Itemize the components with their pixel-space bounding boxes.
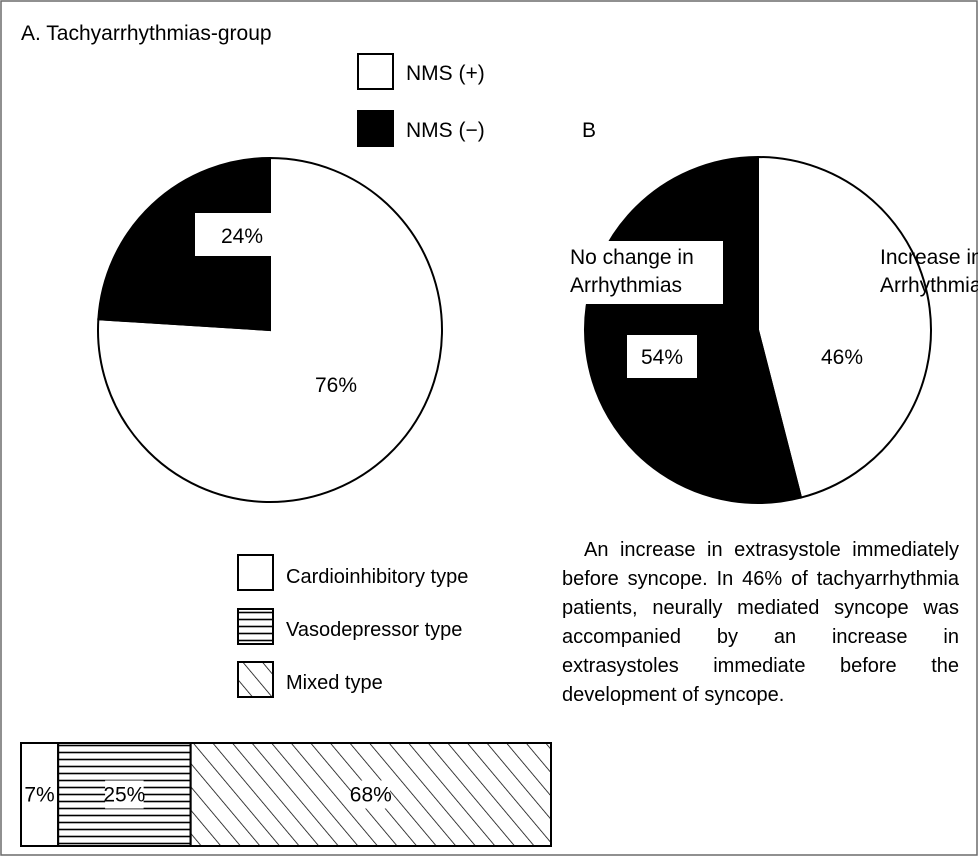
pie-b-slice-46 — [757, 155, 932, 499]
bar-segment-label-box-68 — [351, 780, 391, 809]
slice-label-box-no-change — [566, 241, 723, 304]
bar-segment-label-7: 7% — [24, 784, 54, 807]
slice-label-54: 54% — [641, 346, 683, 369]
slice-label-no-change-line2: Arrhythmias — [570, 274, 682, 297]
legend-label-vasodepressor: Vasodepressor type — [286, 619, 462, 641]
pie-a-slice-24 — [97, 156, 271, 332]
slice-label-increase-line2: Arrhythmias — [880, 274, 978, 297]
legend-label-mixed: Mixed type — [286, 672, 383, 694]
bar-segment-label-68: 68% — [350, 784, 392, 807]
stacked-bar: 7% 25% 68% — [20, 742, 552, 847]
legend-swatch-mixed — [237, 661, 274, 698]
panel-a-title: A. Tachyarrhythmias-group — [21, 22, 272, 45]
pie-chart-a — [97, 156, 443, 503]
bar-segment-label-25: 25% — [103, 784, 145, 807]
slice-label-24: 24% — [221, 225, 263, 248]
legend-swatch-nms-negative — [357, 110, 394, 147]
bar-segment-label-box-25 — [105, 780, 144, 809]
legend-swatch-nms-positive — [357, 53, 394, 90]
slice-label-box-24 — [195, 213, 290, 256]
slice-label-46: 46% — [821, 346, 863, 369]
slice-label-increase-line1: Increase in — [880, 246, 978, 269]
legend-swatch-vasodepressor — [237, 608, 274, 645]
caption-note: An increase in extrasystole immediately … — [562, 539, 959, 706]
pie-chart-b — [584, 155, 932, 504]
slice-label-76: 76% — [315, 374, 357, 397]
panel-b-title: B — [582, 119, 596, 142]
slice-label-no-change-line1: No change in — [570, 246, 694, 269]
bar-segment-label-box-7 — [26, 780, 54, 809]
slice-label-box-54 — [627, 335, 697, 378]
legend-label-nms-positive: NMS (+) — [406, 62, 485, 85]
legend-label-nms-negative: NMS (−) — [406, 119, 485, 142]
legend-label-cardioinhibitory: Cardioinhibitory type — [286, 566, 468, 588]
legend-swatch-cardioinhibitory — [237, 554, 274, 591]
